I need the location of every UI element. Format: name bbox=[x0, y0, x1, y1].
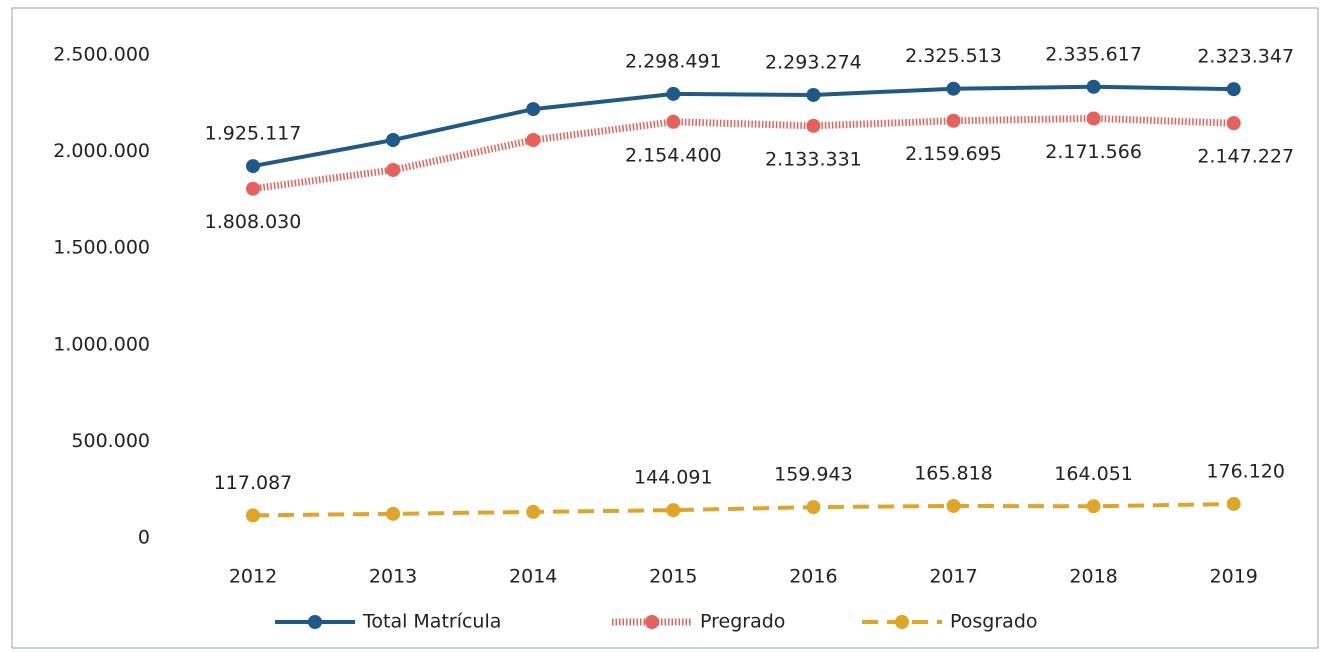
chart-border bbox=[11, 7, 1319, 649]
data-label: 2.154.400 bbox=[625, 144, 722, 166]
point-marker bbox=[526, 102, 541, 117]
x-tick-label: 2017 bbox=[929, 566, 977, 588]
x-tick-label: 2019 bbox=[1210, 566, 1258, 588]
point-marker bbox=[386, 162, 401, 177]
x-tick-label: 2015 bbox=[649, 566, 697, 588]
legend-label: Pregrado bbox=[700, 611, 785, 633]
y-tick-label: 0 bbox=[138, 527, 150, 549]
point-marker bbox=[246, 508, 260, 523]
data-label: 1.808.030 bbox=[205, 211, 302, 233]
y-tick-label: 1.500.000 bbox=[53, 237, 150, 259]
point-marker bbox=[246, 159, 260, 174]
data-label: 176.120 bbox=[1206, 460, 1285, 482]
point-marker bbox=[386, 133, 401, 148]
x-tick-label: 2012 bbox=[229, 566, 277, 588]
x-tick-label: 2014 bbox=[509, 566, 557, 588]
data-label: 2.323.347 bbox=[1197, 46, 1294, 68]
data-label: 164.051 bbox=[1054, 463, 1133, 485]
data-label: 1.925.117 bbox=[205, 123, 302, 145]
point-marker bbox=[1226, 496, 1241, 511]
point-marker bbox=[1086, 79, 1101, 94]
point-marker bbox=[386, 506, 401, 521]
point-marker bbox=[1086, 499, 1101, 514]
point-marker bbox=[1226, 82, 1241, 97]
y-tick-label: 1.000.000 bbox=[53, 333, 150, 355]
point-marker bbox=[666, 114, 681, 129]
x-tick-label: 2018 bbox=[1069, 566, 1117, 588]
data-label: 165.818 bbox=[914, 462, 993, 484]
point-marker bbox=[806, 87, 821, 102]
data-label: 2.147.227 bbox=[1197, 146, 1294, 168]
point-marker bbox=[946, 113, 961, 128]
data-label: 2.159.695 bbox=[905, 143, 1002, 165]
y-tick-label: 2.000.000 bbox=[53, 140, 150, 162]
x-tick-label: 2016 bbox=[789, 566, 837, 588]
legend-marker bbox=[895, 615, 909, 629]
point-marker bbox=[1086, 111, 1101, 126]
legend-marker bbox=[308, 615, 322, 629]
data-label: 117.087 bbox=[214, 472, 293, 494]
point-marker bbox=[526, 133, 541, 148]
y-tick-label: 2.500.000 bbox=[53, 44, 150, 66]
data-label: 159.943 bbox=[774, 464, 853, 486]
legend-marker bbox=[645, 615, 659, 629]
point-marker bbox=[1226, 116, 1241, 131]
data-label: 2.293.274 bbox=[765, 51, 862, 73]
y-tick-label: 500.000 bbox=[71, 430, 150, 452]
series-line bbox=[252, 114, 1234, 193]
point-marker bbox=[246, 181, 260, 196]
x-tick-label: 2013 bbox=[369, 566, 417, 588]
series-line bbox=[252, 501, 1234, 518]
point-marker bbox=[806, 118, 821, 133]
point-marker bbox=[666, 86, 681, 101]
point-marker bbox=[946, 498, 961, 513]
data-label: 2.133.331 bbox=[765, 148, 862, 170]
point-marker bbox=[526, 504, 541, 519]
data-label: 144.091 bbox=[634, 467, 713, 489]
legend-label: Posgrado bbox=[950, 611, 1038, 633]
data-label: 2.298.491 bbox=[625, 50, 722, 72]
series-line bbox=[252, 84, 1234, 169]
point-marker bbox=[946, 81, 961, 96]
data-label: 2.325.513 bbox=[905, 45, 1002, 67]
legend-label: Total Matrícula bbox=[362, 611, 501, 633]
data-label: 2.335.617 bbox=[1045, 43, 1142, 65]
data-label: 2.171.566 bbox=[1045, 141, 1142, 163]
point-marker bbox=[806, 500, 821, 515]
point-marker bbox=[666, 503, 681, 518]
